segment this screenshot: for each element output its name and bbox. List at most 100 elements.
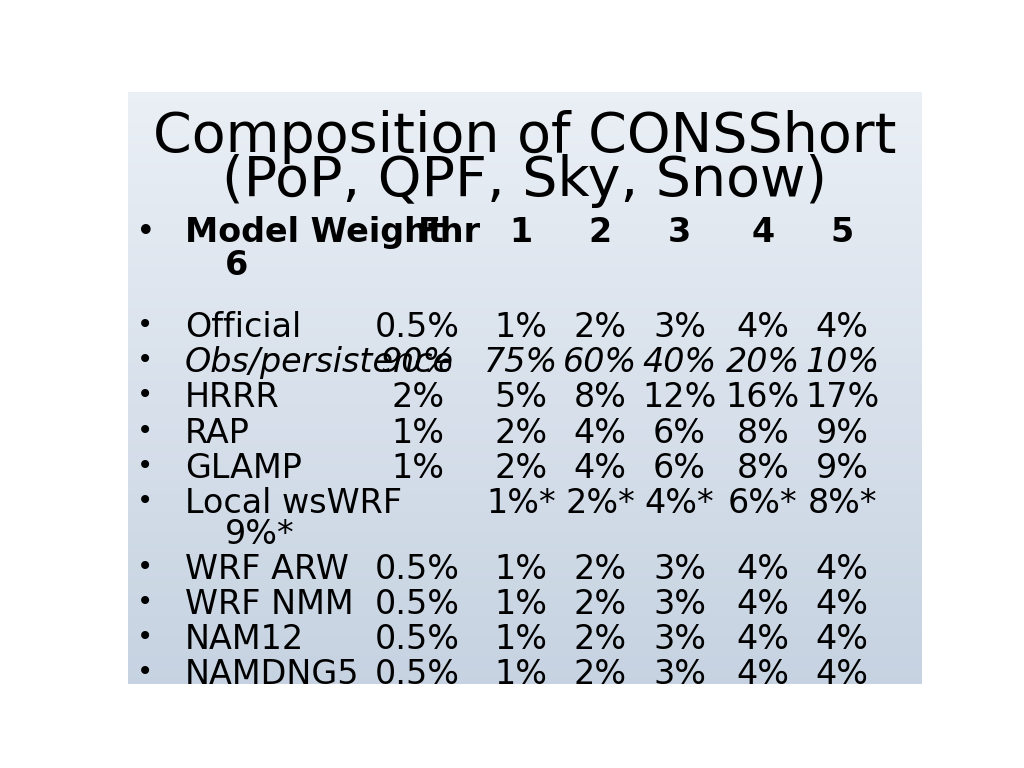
Bar — [128, 313, 922, 315]
Bar — [128, 617, 922, 618]
Bar — [128, 638, 922, 641]
Bar — [128, 415, 922, 418]
Bar — [128, 345, 922, 346]
Bar — [128, 642, 922, 644]
Bar — [128, 551, 922, 554]
Text: Model Weight: Model Weight — [185, 217, 444, 250]
Bar — [128, 171, 922, 173]
Text: 4%: 4% — [816, 553, 868, 586]
Bar — [128, 531, 922, 534]
Bar — [128, 518, 922, 520]
Text: •: • — [137, 588, 154, 616]
Bar — [128, 92, 922, 94]
Text: •: • — [135, 217, 156, 250]
Bar — [128, 634, 922, 636]
Bar — [128, 593, 922, 594]
Bar — [128, 154, 922, 155]
Bar — [128, 227, 922, 228]
Bar — [128, 336, 922, 339]
Bar — [128, 147, 922, 149]
Text: 6%: 6% — [653, 452, 707, 485]
Bar — [128, 514, 922, 516]
Bar — [128, 676, 922, 677]
Bar — [128, 299, 922, 301]
Bar — [128, 425, 922, 427]
Bar — [128, 398, 922, 399]
Text: 3%: 3% — [653, 658, 707, 691]
Bar — [128, 528, 922, 530]
Text: NAM12: NAM12 — [185, 623, 304, 656]
Bar — [128, 443, 922, 445]
Bar — [128, 301, 922, 303]
Text: 1%: 1% — [391, 452, 444, 485]
Bar — [128, 258, 922, 260]
Text: 9%: 9% — [816, 452, 868, 485]
Bar — [128, 382, 922, 384]
Bar — [128, 478, 922, 481]
Bar — [128, 587, 922, 589]
Text: RAP: RAP — [185, 416, 250, 449]
Bar — [128, 181, 922, 183]
Text: 3: 3 — [668, 217, 691, 250]
Bar — [128, 658, 922, 660]
Bar — [128, 486, 922, 488]
Bar — [128, 510, 922, 512]
Bar — [128, 273, 922, 276]
Bar — [128, 157, 922, 159]
Text: 4%: 4% — [816, 588, 868, 621]
Bar — [128, 392, 922, 394]
Bar — [128, 183, 922, 185]
Bar — [128, 194, 922, 197]
Bar — [128, 281, 922, 283]
Text: 2%: 2% — [573, 588, 627, 621]
Text: 0.5%: 0.5% — [375, 311, 460, 344]
Bar — [128, 126, 922, 127]
Bar — [128, 214, 922, 217]
Bar — [128, 177, 922, 179]
Bar — [128, 431, 922, 433]
Bar — [128, 307, 922, 309]
Bar — [128, 360, 922, 362]
Bar — [128, 672, 922, 674]
Bar — [128, 573, 922, 575]
Text: 60%: 60% — [563, 346, 637, 379]
Bar — [128, 175, 922, 177]
Bar — [128, 262, 922, 263]
Bar — [128, 390, 922, 392]
Bar — [128, 674, 922, 676]
Bar — [128, 664, 922, 666]
Bar — [128, 495, 922, 496]
Text: 1%: 1% — [495, 588, 548, 621]
Bar — [128, 256, 922, 258]
Bar — [128, 94, 922, 96]
Bar — [128, 449, 922, 451]
Bar — [128, 594, 922, 597]
Bar — [128, 530, 922, 531]
Bar — [128, 423, 922, 425]
Text: 4%: 4% — [736, 311, 790, 344]
Bar — [128, 445, 922, 447]
Bar — [128, 144, 922, 145]
Bar — [128, 463, 922, 465]
Bar — [128, 404, 922, 406]
Bar — [128, 106, 922, 108]
Bar — [128, 165, 922, 167]
Bar — [128, 613, 922, 614]
Bar — [128, 270, 922, 272]
Bar — [128, 476, 922, 478]
Bar — [128, 632, 922, 634]
Bar — [128, 488, 922, 490]
Bar — [128, 666, 922, 667]
Text: 6: 6 — [225, 249, 248, 282]
Bar — [128, 412, 922, 413]
Bar — [128, 418, 922, 419]
Bar — [128, 244, 922, 246]
Text: •: • — [137, 382, 154, 409]
Bar — [128, 559, 922, 561]
Bar — [128, 346, 922, 349]
Bar — [128, 354, 922, 356]
Bar — [128, 210, 922, 213]
Bar — [128, 650, 922, 652]
Text: 1%: 1% — [391, 416, 444, 449]
Bar — [128, 104, 922, 106]
